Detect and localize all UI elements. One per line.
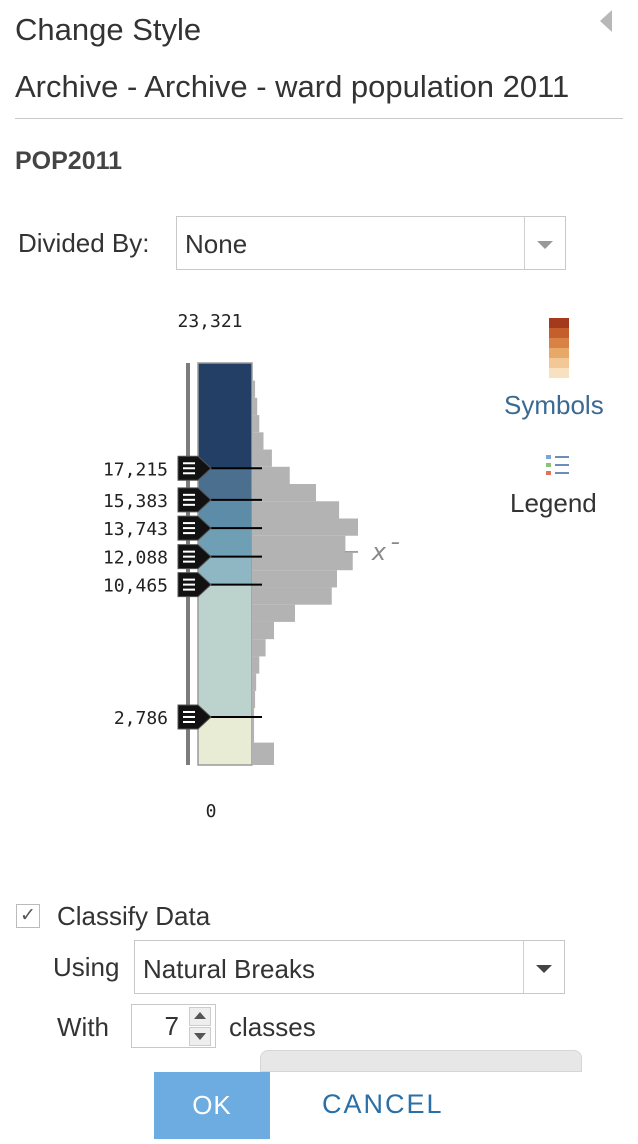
symbols-ramp-icon[interactable] [549,318,569,378]
handle-grip-icon [183,715,195,718]
histogram-bar [253,501,340,519]
handle-grip-icon [183,555,195,558]
histogram-bar [253,742,274,765]
histogram-bar [253,621,274,640]
layer-name: Archive - Archive - ward population 2011 [15,69,570,104]
divided-by-value: None [185,229,248,259]
histogram-bar [253,380,256,398]
select-separator [523,941,524,993]
histogram-bar [253,484,316,502]
histogram-bar [253,449,272,467]
histogram-min-label: 0 [206,801,217,822]
break-label: 10,465 [103,576,168,597]
field-name: POP2011 [15,147,123,175]
histogram-bar [253,604,295,622]
mean-label: x̄ [371,538,401,566]
handle-grip-icon [183,588,195,591]
handle-grip-icon [183,462,195,465]
handle-grip-icon [183,467,195,470]
histogram-slider[interactable]: x̄ 17,215 15,383 13,743 12,088 10,465 2,786 23,… [0,290,430,830]
histogram-bar [253,432,264,450]
divider [15,118,623,119]
classes-value[interactable]: 7 [164,1011,179,1041]
legend-icon[interactable] [546,454,572,476]
histogram-bar [253,415,260,433]
histogram-bar [253,518,358,536]
handle-grip-icon [183,532,195,535]
handle-grip-icon [183,550,195,553]
handle-grip-icon [183,503,195,506]
handle-grip-icon [183,522,195,525]
symbols-swatch-step [549,328,569,338]
histogram-bar [253,725,255,743]
collapse-panel-icon[interactable] [600,10,612,32]
handle-grip-icon [183,472,195,475]
break-label: 13,743 [103,519,168,540]
panel-title: Change Style [15,12,202,47]
class-band [198,499,252,529]
classify-data-label: Classify Data [57,901,211,931]
handle-grip-icon [183,498,195,501]
class-band [198,556,252,585]
histogram-bar [253,535,346,553]
with-label: With [57,1012,109,1042]
select-separator [524,217,525,269]
symbols-swatch-step [549,318,569,328]
classes-label: classes [229,1012,316,1042]
histogram-bar [253,397,258,416]
caret-up-icon [194,1012,206,1019]
handle-grip-icon [183,720,195,723]
divided-by-label: Divided By: [18,228,150,258]
caret-down-icon [194,1033,206,1040]
histogram-bar [253,587,332,605]
class-band [198,584,252,717]
classes-stepper[interactable]: 7 [131,1004,216,1048]
handle-grip-icon [183,578,195,581]
handle-grip-icon [183,583,195,586]
class-band [198,528,252,557]
classification-method-value: Natural Breaks [143,954,315,984]
class-band [198,716,252,765]
histogram-bar [253,552,353,571]
break-label: 2,786 [114,708,168,729]
class-band [198,363,252,469]
partial-options-panel [260,1050,582,1072]
legend-link[interactable]: Legend [510,488,597,518]
histogram-max-label: 23,321 [177,311,242,332]
divided-by-select[interactable]: None [176,216,566,270]
decrement-button[interactable] [189,1027,211,1046]
handle-grip-icon [183,493,195,496]
symbols-swatch-step [549,368,569,378]
break-label: 17,215 [103,459,168,480]
symbols-link[interactable]: Symbols [504,390,604,420]
histogram-bar [253,690,256,709]
break-label: 15,383 [103,491,168,512]
handle-grip-icon [183,560,195,563]
class-band [198,468,252,500]
break-label: 12,088 [103,548,168,569]
classification-method-select[interactable]: Natural Breaks [134,940,565,994]
histogram-bar [253,570,337,588]
handle-grip-icon [183,710,195,713]
handle-grip-icon [183,527,195,530]
histogram-bar [253,656,260,674]
classify-data-checkbox[interactable]: ✓ [16,904,40,928]
using-label: Using [53,952,120,982]
histogram-bar [253,639,266,657]
increment-button[interactable] [189,1007,211,1026]
histogram-bar [253,466,290,485]
symbols-swatch-step [549,338,569,348]
chevron-down-icon[interactable] [537,241,553,249]
chevron-down-icon[interactable] [536,965,552,973]
cancel-button[interactable]: CANCEL [322,1089,444,1119]
ok-button[interactable]: OK [154,1072,270,1139]
symbols-swatch-step [549,348,569,358]
symbols-swatch-step [549,358,569,368]
histogram-bar [253,673,257,691]
